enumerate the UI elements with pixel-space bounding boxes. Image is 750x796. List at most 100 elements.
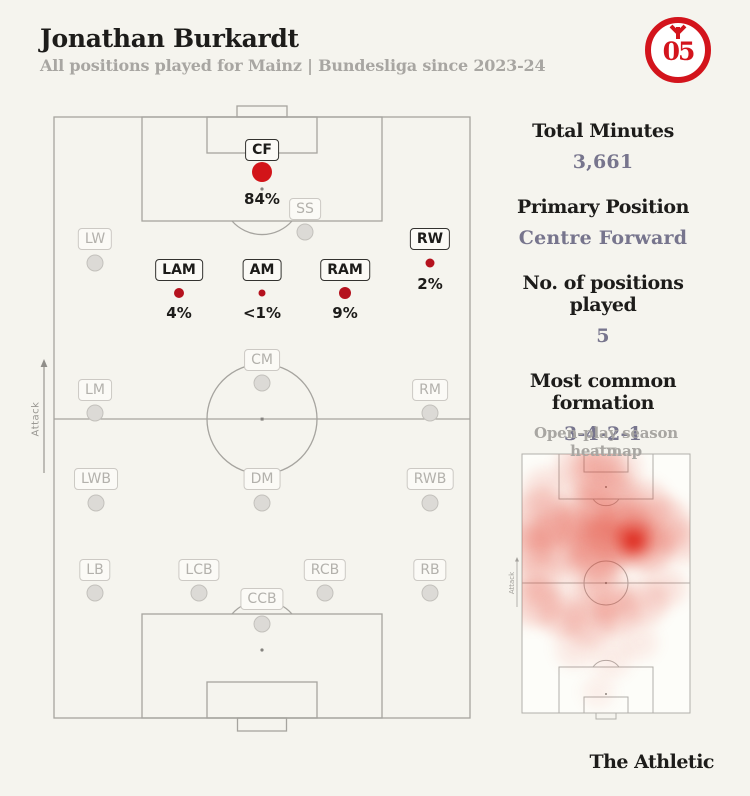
position-dot-CF (252, 162, 272, 182)
stat-label: No. of positions played (522, 272, 684, 316)
main-pitch-attack-label: Attack (30, 401, 42, 437)
heatmap-blob (589, 584, 645, 640)
position-share-LAM: 4% (166, 304, 192, 322)
position-label-CF: CF (245, 139, 279, 161)
main-centre-mark (260, 417, 264, 421)
main-top-penalty-spot (260, 187, 264, 191)
heatmap-blob (616, 618, 664, 666)
heatmap-blob (573, 560, 637, 624)
main-top-penalty-arc (231, 220, 293, 236)
position-dot-RW (425, 258, 435, 268)
position-label-RB: RB (413, 559, 447, 581)
heatmap-blob (558, 540, 622, 604)
position-dot-LAM (174, 288, 184, 298)
badge-y-glyph (669, 24, 687, 39)
position-label-RWB: RWB (406, 468, 454, 490)
heatmap-centre-circle (583, 560, 629, 606)
position-label-RCB: RCB (303, 559, 347, 581)
stats-panel: Total Minutes 3,661 Primary Position Cen… (488, 120, 718, 468)
position-label-LB: LB (79, 559, 111, 581)
the-athletic-logo: The Athletic (589, 751, 714, 773)
stat-common-formation: Most common formation 3-4-2-1 (488, 370, 718, 445)
heatmap-bottom-six-yard-box (583, 696, 629, 714)
heatmap-blob (644, 564, 690, 612)
position-label-RM: RM (412, 379, 448, 401)
stat-total-minutes: Total Minutes 3,661 (488, 120, 718, 173)
heatmap-top-six-yard-box (583, 453, 629, 473)
heatmap-bottom-penalty-arc (592, 659, 620, 668)
heatmap-blob (534, 586, 590, 642)
heatmap-blob (566, 454, 634, 512)
heatmap-blob (522, 462, 573, 518)
position-label-RAM: RAM (320, 259, 370, 281)
position-label-SS: SS (289, 198, 321, 220)
position-dot-LCB (190, 584, 208, 602)
stat-value: Centre Forward (518, 227, 688, 249)
position-label-LW: LW (77, 228, 113, 250)
main-bottom-six-yard-box (206, 681, 318, 719)
heatmap-title: Open-play season heatmap (534, 424, 678, 460)
stat-value: 5 (596, 325, 610, 347)
badge-ring (645, 17, 711, 83)
stat-value: 3,661 (572, 151, 634, 173)
heatmap-blob (576, 670, 620, 713)
heatmap-blob (596, 454, 648, 494)
heatmap-pitch-spots (604, 486, 608, 695)
position-label-LAM: LAM (155, 259, 203, 281)
position-dot-RB (421, 584, 439, 602)
position-share-CF: 84% (244, 190, 280, 208)
position-dot-AM (258, 289, 266, 297)
heatmap-bottom-penalty-spot (605, 693, 607, 695)
main-bottom-penalty-spot (260, 648, 264, 652)
badge-number: 05 (663, 37, 694, 66)
heatmap-blob (622, 529, 646, 553)
position-dot-RWB (421, 494, 439, 512)
heatmap-attack-label: Attack (508, 571, 516, 595)
position-dot-LW (86, 254, 104, 272)
stat-label: Primary Position (516, 196, 690, 218)
position-share-RAM: 9% (332, 304, 358, 322)
main-pitch-spots (260, 187, 264, 652)
position-dot-LM (86, 404, 104, 422)
position-dot-LWB (87, 494, 105, 512)
position-dot-RAM (339, 287, 351, 299)
heatmap-blob (560, 592, 620, 652)
position-dot-RM (421, 404, 439, 422)
position-label-AM: AM (242, 259, 282, 281)
mainz-club-badge: 05 (645, 17, 711, 87)
stat-positions-played: No. of positions played 5 (488, 272, 718, 347)
heatmap-blob (551, 482, 619, 550)
position-label-LM: LM (78, 379, 112, 401)
heatmap-blob (586, 632, 638, 684)
main-attack-arrow (40, 359, 48, 473)
stat-label: Total Minutes (532, 120, 674, 142)
heatmap-blob (525, 502, 601, 578)
position-dot-SS (296, 223, 314, 241)
position-dot-DM (253, 494, 271, 512)
stat-label: Most common formation (529, 370, 677, 414)
position-dot-CM (253, 374, 271, 392)
position-share-AM: <1% (242, 304, 282, 322)
heatmap-centre-mark (604, 581, 608, 585)
mainz-badge-icon: 05 (645, 17, 711, 83)
open-play-heatmap (522, 454, 690, 713)
position-dot-RCB (316, 584, 334, 602)
page-title: Jonathan Burkardt (40, 24, 299, 53)
position-label-CM: CM (244, 349, 280, 371)
position-label-RW: RW (409, 228, 451, 250)
page-subtitle: All positions played for Mainz | Bundesl… (40, 56, 546, 75)
heatmap-top-penalty-spot (605, 486, 607, 488)
heatmap-blob (617, 574, 673, 630)
main-pitch-outline (53, 105, 471, 732)
heatmap-blob (549, 622, 601, 674)
position-share-RW: 2% (417, 275, 443, 293)
heatmap-attack-arrow (515, 557, 519, 607)
position-label-DM: DM (243, 468, 281, 490)
heatmap-blob (522, 550, 568, 606)
position-label-LWB: LWB (74, 468, 118, 490)
position-dot-CCB (253, 615, 271, 633)
position-label-CCB: CCB (240, 588, 284, 610)
